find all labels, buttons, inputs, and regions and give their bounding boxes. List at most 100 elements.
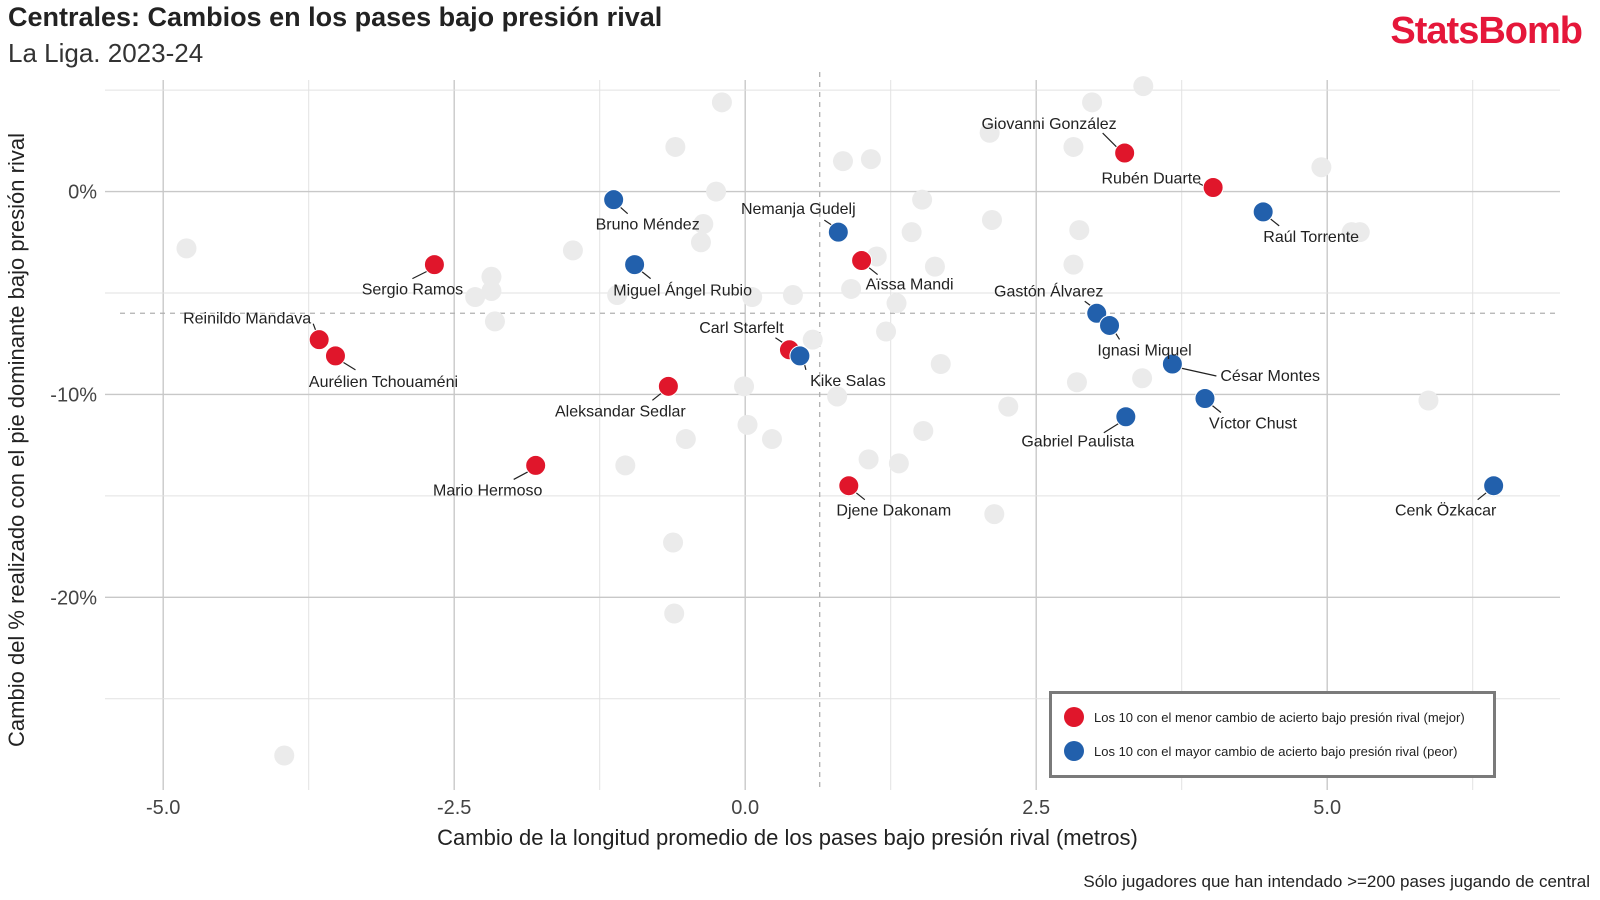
highlighted-point-worst <box>1115 406 1137 428</box>
point-label: Raúl Torrente <box>1263 229 1359 246</box>
point-labels: Giovanni González Rubén Duarte Sergio Ramo… <box>183 116 1497 520</box>
label-leader-line <box>1103 422 1121 434</box>
point-label: Miguel Ángel Rubio <box>613 281 752 300</box>
data-point <box>176 238 197 259</box>
label-leader-line <box>1477 491 1489 501</box>
data-point <box>734 376 755 397</box>
data-point <box>1349 222 1370 243</box>
data-point <box>706 181 727 202</box>
label-leader-line <box>342 361 356 371</box>
highlighted-points <box>308 142 1505 497</box>
data-point <box>665 136 686 157</box>
data-point <box>274 745 295 766</box>
point-label: Kike Salas <box>810 373 886 390</box>
data-point <box>984 504 1005 525</box>
point-label: Reinildo Mandava <box>183 311 311 328</box>
axis-ticks: -5.0 -2.5 0.0 2.5 5.0 0% -10% -20% <box>50 182 1341 819</box>
point-label: Rubén Duarte <box>1102 171 1202 188</box>
statsbomb-logo: StatsBomb <box>1390 10 1583 52</box>
y-tick-label: -20% <box>50 587 97 609</box>
legend-item-best: Los 10 con el menor cambio de acierto ba… <box>1064 707 1465 727</box>
highlighted-point-best <box>1114 142 1136 164</box>
data-point <box>664 603 685 624</box>
point-label: Carl Starfelt <box>699 320 784 337</box>
point-label: Gabriel Paulista <box>1021 434 1134 451</box>
point-label: Mario Hermoso <box>433 482 542 499</box>
chart-title: Centrales: Cambios en los pases bajo pre… <box>8 2 663 32</box>
label-leader-line <box>1102 132 1118 148</box>
point-label: César Montes <box>1220 368 1320 385</box>
label-leader-line <box>1268 217 1280 227</box>
data-point <box>913 420 934 441</box>
label-leader-line <box>854 491 866 501</box>
highlighted-point-worst <box>624 254 646 276</box>
legend-label-worst: Los 10 con el mayor cambio de acierto ba… <box>1094 743 1458 759</box>
caption: Sólo jugadores que han intendado >=200 p… <box>1083 872 1590 891</box>
data-point <box>860 149 881 170</box>
data-point <box>802 329 823 350</box>
point-label: Bruno Méndez <box>596 217 700 234</box>
data-point <box>912 189 933 210</box>
legend-blue-dot <box>1064 741 1084 761</box>
data-point <box>979 122 1000 143</box>
data-point <box>924 256 945 277</box>
x-tick-label: -5.0 <box>146 797 180 819</box>
highlighted-point-worst <box>827 221 849 243</box>
x-tick-label: -2.5 <box>437 797 471 819</box>
data-point <box>901 222 922 243</box>
data-point <box>1133 76 1154 97</box>
point-label: Cenk Özkacar <box>1395 502 1497 520</box>
point-label: Aleksandar Sedlar <box>555 403 686 420</box>
highlighted-point-best <box>657 375 679 397</box>
y-axis-label: Cambio del % realizado con el pie domina… <box>4 133 29 747</box>
label-leader-line <box>412 270 429 280</box>
data-point <box>1311 157 1332 178</box>
legend-red-dot <box>1064 707 1084 727</box>
data-point <box>1063 136 1084 157</box>
point-label: Giovanni González <box>981 116 1116 133</box>
point-label: Djene Dakonam <box>836 503 951 520</box>
data-point <box>1132 368 1153 389</box>
label-leader-line <box>640 270 651 280</box>
highlighted-point-worst <box>1252 201 1274 223</box>
highlighted-point-worst <box>1483 475 1505 497</box>
highlighted-point-best <box>1202 177 1224 199</box>
point-label: Nemanja Gudelj <box>741 201 856 218</box>
point-label: Aurélien Tchouaméni <box>309 374 458 391</box>
data-point <box>1418 390 1439 411</box>
x-tick-label: 0.0 <box>731 797 759 819</box>
data-point <box>737 414 758 435</box>
data-point <box>888 453 909 474</box>
label-leader-line <box>652 391 663 401</box>
data-point <box>827 386 848 407</box>
highlighted-point-worst <box>1099 314 1121 336</box>
x-axis-label: Cambio de la longitud promedio de los pa… <box>437 825 1138 850</box>
data-point <box>481 280 502 301</box>
legend: Los 10 con el menor cambio de acierto ba… <box>1049 691 1496 778</box>
data-point <box>1069 220 1090 241</box>
data-point <box>675 429 696 450</box>
label-leader-line <box>867 266 878 276</box>
data-point <box>607 285 628 306</box>
data-point <box>562 240 583 261</box>
data-point <box>693 214 714 235</box>
highlighted-point-worst <box>1161 353 1183 375</box>
highlighted-point-best <box>308 329 330 351</box>
data-point <box>858 449 879 470</box>
label-leader-line <box>1210 404 1222 413</box>
highlighted-point-worst <box>1194 387 1216 409</box>
data-point <box>484 311 505 332</box>
data-point <box>1066 372 1087 393</box>
highlighted-point-best <box>525 454 547 476</box>
y-tick-label: 0% <box>68 182 97 204</box>
x-tick-label: 5.0 <box>1313 797 1341 819</box>
data-point <box>711 92 732 113</box>
point-label: Sergio Ramos <box>362 282 463 299</box>
label-leader-line <box>1198 182 1204 187</box>
data-point <box>886 293 907 314</box>
label-leader-line <box>513 470 529 480</box>
data-point <box>690 232 711 253</box>
data-point <box>930 354 951 374</box>
data-point <box>663 532 684 553</box>
legend-item-worst: Los 10 con el mayor cambio de acierto ba… <box>1064 741 1457 761</box>
